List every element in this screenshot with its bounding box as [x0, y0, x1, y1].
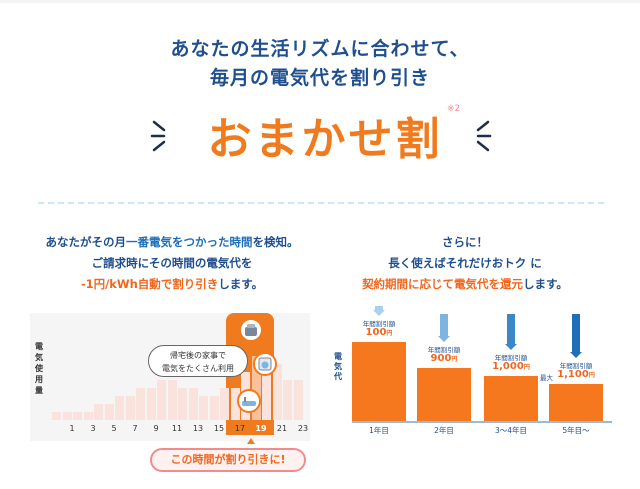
usage-bar [178, 388, 187, 420]
annual-discount-value: 900円 [414, 353, 474, 364]
discount-hour-callout: この時間が割り引きに! [150, 448, 306, 472]
usage-bar [94, 404, 103, 420]
arrow-down-icon [507, 314, 515, 344]
usage-bar [199, 396, 208, 420]
arrow-up-icon [247, 438, 255, 444]
usage-bar [283, 380, 292, 420]
usage-bar [104, 404, 114, 420]
hour-tick-label: 5 [111, 424, 117, 433]
yen-unit: 円 [386, 330, 393, 337]
top-border [0, 0, 640, 3]
bill-axis-label: 電気代 [334, 352, 342, 381]
discount-amount: 1,000 [492, 361, 524, 372]
left-desc-text: あなたがその月 [45, 235, 127, 249]
bubble-line-1: 帰宅後の家事で [170, 351, 226, 360]
usage-bar [220, 388, 229, 420]
arrow-head-icon [438, 336, 450, 342]
hour-tick-label: 23 [297, 424, 309, 433]
arrow-down-icon [375, 306, 383, 310]
arrow-head-icon [505, 344, 517, 350]
discount-bar [417, 368, 471, 421]
hour-tick-label: 21 [276, 424, 288, 433]
usage-bar [73, 412, 82, 420]
arrow-down-icon [572, 314, 580, 352]
sparkle-left-icon [150, 120, 166, 152]
left-desc-line-2: ご請求時にその時間の電気代を [91, 256, 253, 270]
hour-tick-label: 15 [213, 424, 225, 433]
usage-bar [115, 396, 124, 420]
right-description: さらに！ 長く使えばそれだけおトク に 契約期間に応じて電気代を還元します。 [320, 232, 610, 295]
hour-tick-label: 3 [90, 424, 96, 433]
rice-cooker-icon [239, 318, 263, 342]
usage-bar [230, 388, 240, 420]
arrow-down-icon [440, 314, 448, 336]
yen-unit: 円 [523, 364, 530, 371]
bubble-line-2: 電気をたくさん利用 [162, 364, 234, 373]
max-prefix: 最大 [540, 374, 553, 382]
hour-tick-label: 13 [192, 424, 204, 433]
footnote-mark: ※2 [447, 104, 461, 114]
usage-bar [262, 364, 271, 420]
yen-unit: 円 [451, 356, 458, 363]
annual-discount-value: 100円 [349, 327, 409, 338]
annual-discount-value: 1,000円 [481, 361, 541, 372]
annual-discount-caption: 年間割引額 [427, 346, 461, 354]
left-desc-text: します。 [218, 277, 264, 291]
laundry-icon [253, 352, 277, 376]
left-desc-emphasis: -1円/kWh自動で割り引き [80, 277, 219, 291]
hour-tick-label: 17 [234, 424, 246, 433]
discount-bar [549, 384, 603, 421]
left-desc-emphasis: 一番電気をつかった時間 [126, 235, 253, 249]
discount-amount: 100 [365, 327, 387, 338]
usage-axis-label: 電気使用量 [35, 342, 43, 395]
left-desc-text: を検知。 [252, 235, 299, 249]
usage-bar [52, 412, 61, 420]
headline-line-2: 毎月の電気代を割り引き [209, 67, 430, 89]
annual-discount-value: 1,100円 [546, 369, 606, 380]
arrow-head-icon [373, 310, 385, 316]
annual-discount-caption: 年間割引額 [362, 320, 396, 328]
usage-bar [209, 396, 219, 420]
left-description: あなたがその月一番電気をつかった時間を検知。 ご請求時にその時間の電気代を -1… [28, 232, 316, 295]
right-desc-line-2: 長く使えばそれだけおトク に [388, 256, 542, 270]
campaign-title: おまかせ割 [207, 114, 443, 165]
discount-bar [484, 376, 538, 421]
hour-tick-label: 9 [153, 424, 159, 433]
contract-year-label: 3〜4年目 [494, 426, 528, 435]
usage-bar [146, 388, 156, 420]
discount-amount: 900 [430, 353, 452, 364]
yen-unit: 円 [588, 372, 595, 379]
hour-tick-label: 11 [171, 424, 183, 433]
hour-tick-label: 1 [69, 424, 75, 433]
usage-bar [83, 412, 93, 420]
annual-discount-caption: 年間割引額 [559, 362, 593, 370]
right-desc-line-1: さらに！ [442, 235, 488, 249]
arrow-head-icon [570, 352, 582, 358]
headline-line-1: あなたの生活リズムに合わせて、 [170, 38, 470, 60]
sparkle-right-icon [476, 120, 492, 152]
bath-icon [237, 389, 261, 413]
discount-bar [352, 342, 406, 421]
usage-bar [157, 380, 166, 420]
usage-bar [62, 412, 72, 420]
usage-bar [272, 364, 282, 420]
usage-speech-bubble: 帰宅後の家事で 電気をたくさん利用 [148, 345, 248, 377]
usage-bar [136, 388, 145, 420]
contract-year-label: 1年目 [369, 426, 389, 435]
contract-year-label: 2年目 [434, 426, 454, 435]
usage-bar [167, 380, 177, 420]
hour-tick-label: 19 [255, 424, 267, 433]
annual-discount-caption: 年間割引額 [494, 354, 528, 362]
hour-tick-label: 7 [132, 424, 138, 433]
section-divider [38, 202, 604, 204]
right-desc-text: します。 [523, 277, 568, 291]
usage-bar [293, 380, 303, 420]
usage-bar [251, 356, 261, 420]
usage-bar [188, 388, 198, 420]
usage-bar [125, 396, 135, 420]
discount-amount: 1,100 [557, 369, 589, 380]
contract-year-label: 5年目〜 [562, 426, 590, 435]
bill-chart-axis [352, 421, 612, 423]
right-desc-emphasis: 契約期間に応じて電気代を還元 [362, 277, 524, 291]
